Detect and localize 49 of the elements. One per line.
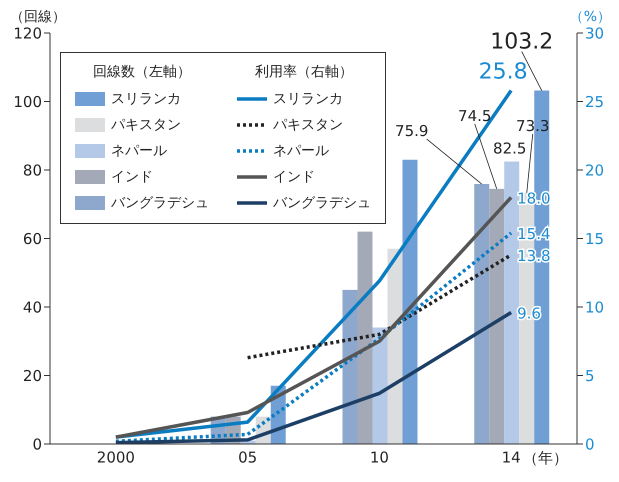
data-label: 75.9 bbox=[395, 122, 428, 140]
data-label: 103.2 bbox=[490, 30, 554, 55]
data-label: 15.4 bbox=[517, 225, 551, 244]
x-tick-label: 2000 bbox=[96, 448, 135, 467]
bar bbox=[402, 160, 418, 444]
legend-label: パキスタン bbox=[273, 116, 343, 134]
y2-tick-label: 25 bbox=[585, 92, 604, 111]
bar bbox=[489, 188, 504, 444]
data-label: 13.8 bbox=[517, 246, 551, 265]
legend-label: インド bbox=[111, 168, 153, 186]
bar bbox=[372, 328, 388, 444]
y-tick-label: 120 bbox=[13, 24, 42, 42]
y-tick-label: 40 bbox=[22, 298, 42, 316]
y2-tick-label: 0 bbox=[585, 435, 595, 454]
bar bbox=[474, 184, 490, 444]
annotation: 回線数（左軸） bbox=[92, 63, 192, 81]
y2-tick-label: 10 bbox=[585, 298, 604, 316]
y2-tick-label: 5 bbox=[585, 366, 595, 385]
x-tick-label: 10 bbox=[370, 448, 389, 467]
bar bbox=[357, 232, 372, 444]
y-tick-label: 80 bbox=[22, 161, 42, 180]
y-tick-label: 100 bbox=[13, 92, 42, 111]
bar bbox=[387, 248, 402, 444]
y-tick-label: 20 bbox=[22, 366, 42, 385]
legend-label: パキスタン bbox=[111, 116, 181, 134]
legend-label: スリランカ bbox=[111, 90, 181, 108]
data-label: 25.8 bbox=[478, 60, 528, 85]
y2-tick-label: 30 bbox=[585, 24, 604, 42]
data-label: 82.5 bbox=[493, 139, 526, 158]
y-axis-title: （回線） bbox=[10, 8, 66, 26]
y2-axis-title: （%） bbox=[570, 8, 611, 26]
data-label: 18.0 bbox=[517, 189, 551, 208]
y-tick-label: 0 bbox=[32, 435, 42, 454]
legend-label: バングラデシュ bbox=[273, 194, 371, 212]
y2-tick-label: 20 bbox=[585, 161, 604, 180]
y2-tick-label: 15 bbox=[585, 230, 604, 248]
legend-label: ネパール bbox=[273, 142, 329, 160]
legend-label: ネパール bbox=[111, 142, 167, 160]
legend-label: バングラデシュ bbox=[111, 194, 209, 212]
data-label: 74.5 bbox=[458, 106, 492, 125]
annotation: 利用率（右軸） bbox=[254, 63, 354, 81]
x-tick-label: 05 bbox=[238, 448, 258, 467]
x-axis-title: （年） bbox=[523, 449, 568, 468]
line-series bbox=[114, 310, 513, 444]
legend-label: スリランカ bbox=[273, 90, 343, 108]
x-tick-label: 14 bbox=[502, 448, 521, 467]
bar bbox=[504, 161, 520, 444]
y-tick-label: 60 bbox=[22, 230, 42, 248]
legend-label: インド bbox=[273, 168, 315, 186]
